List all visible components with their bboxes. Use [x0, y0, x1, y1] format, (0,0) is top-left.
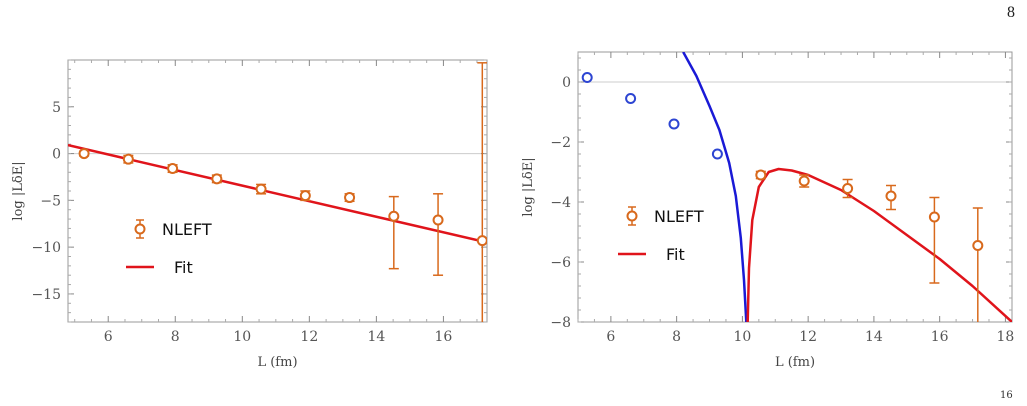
left-chart: 6 8 10 12 14 16 5 0 −5 −10 −15 L (fm) log |LδE| NLEFT… [11, 59, 488, 370]
data-point [928, 211, 940, 223]
data-point [755, 169, 767, 181]
y-tick-label: 0 [52, 147, 61, 163]
x-axis-title: L (fm) [775, 355, 815, 370]
corner-fragment: 16 [1000, 390, 1013, 401]
data-point [255, 183, 267, 195]
x-tick-label: 14 [865, 329, 883, 345]
excluded-data-point [711, 148, 723, 160]
x-tick-label: 12 [300, 329, 318, 345]
data-point [432, 214, 444, 226]
fit-line [68, 143, 487, 244]
legend-label-fit: Fit [174, 258, 193, 277]
x-tick-label: 16 [931, 329, 949, 345]
legend-point-symbol [134, 223, 146, 235]
y-tick-label: −5 [40, 193, 61, 209]
y-tick-label: −15 [31, 287, 61, 303]
data-point [122, 153, 134, 165]
data-point [798, 175, 810, 187]
x-tick-label: 14 [367, 329, 385, 345]
x-tick-label: 6 [606, 329, 615, 345]
x-tick-label: 10 [733, 329, 751, 345]
x-tick-label: 16 [435, 329, 453, 345]
data-point [972, 240, 984, 251]
y-axis-title: log |LδE| [521, 157, 536, 216]
legend-point-symbol [626, 210, 638, 222]
data-point [885, 190, 897, 202]
fit-curve-left-branch [682, 52, 748, 322]
x-tick-label: 6 [104, 329, 113, 345]
x-tick-label: 18 [997, 329, 1015, 345]
legend-label-nleft: NLEFT [162, 220, 212, 239]
x-axis-title: L (fm) [257, 355, 297, 370]
data-point [388, 210, 400, 222]
legend-label-fit: Fit [666, 245, 685, 264]
y-tick-label: −2 [550, 135, 571, 151]
plot-area [581, 52, 1012, 322]
excluded-data-point [581, 72, 593, 83]
data-point [842, 183, 854, 194]
data-point [476, 235, 487, 247]
data-point [78, 148, 90, 160]
x-tick-label: 8 [171, 329, 180, 345]
x-tick-label: 12 [799, 329, 817, 345]
page-number: 8 [1007, 4, 1015, 21]
data-point [344, 192, 356, 204]
y-tick-label: −8 [550, 315, 571, 331]
plot-frame [67, 59, 488, 323]
y-tick-label: 5 [52, 100, 61, 116]
right-chart: 6 8 10 12 14 16 18 0 −2 −4 −6 −8 L (fm) log |LδE| NLEF… [521, 51, 1015, 370]
excluded-data-point [625, 93, 637, 104]
y-tick-label: −10 [31, 240, 61, 256]
legend: NLEFT Fit [126, 219, 212, 277]
y-tick-label: 0 [562, 75, 571, 91]
y-axis-title: log |LδE| [11, 161, 26, 220]
y-tick-label: −4 [550, 195, 571, 211]
legend-label-nleft: NLEFT [654, 207, 704, 226]
excluded-data-point [668, 118, 680, 130]
y-tick-label: −6 [550, 255, 571, 271]
plot-area [68, 62, 487, 322]
legend: NLEFT Fit [618, 206, 704, 264]
data-point [299, 190, 311, 202]
x-tick-label: 10 [233, 329, 251, 345]
x-tick-label: 8 [672, 329, 681, 345]
data-point [211, 173, 223, 185]
data-point [167, 163, 179, 175]
plot-frame [577, 51, 1013, 323]
